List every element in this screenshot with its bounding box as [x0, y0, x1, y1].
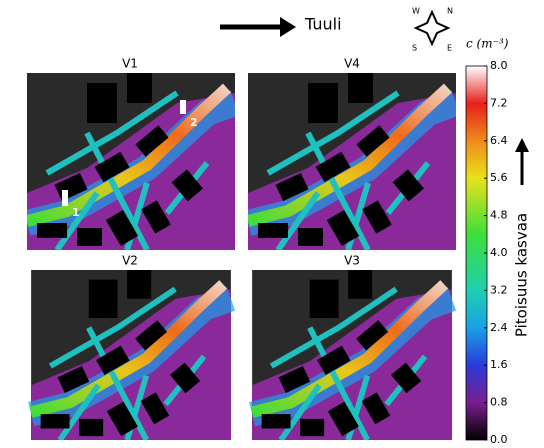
map-panel — [252, 270, 452, 440]
marker-label: 2 — [190, 116, 198, 129]
wind-label: Tuuli — [304, 15, 342, 34]
map-panel — [31, 270, 231, 440]
colorbar-title: c (m⁻³) — [466, 37, 509, 51]
panel-label: V1 — [122, 57, 138, 71]
colorbar-tick-label: 3.2 — [490, 283, 508, 296]
panel-label: V4 — [344, 57, 360, 71]
axis-arrow-head — [515, 138, 529, 152]
colorbar-tick-label: 0.8 — [490, 396, 508, 409]
colorbar-tick-label: 8.0 — [490, 59, 508, 72]
colorbar-tick-label: 4.0 — [490, 246, 508, 259]
colorbar-tick-label: 5.6 — [490, 171, 508, 184]
marker-line — [180, 100, 186, 114]
colorbar-tick-label: 0.0 — [490, 433, 508, 446]
colorbar-axis-label: Pitoisuus kasvaa — [513, 213, 531, 337]
colorbar-tick-label: 7.2 — [490, 96, 508, 109]
compass-n: N — [447, 7, 453, 16]
colorbar — [465, 65, 488, 441]
wind-arrow-head — [280, 17, 296, 37]
compass-e: E — [447, 44, 452, 53]
compass-s: S — [412, 44, 417, 53]
marker-line — [62, 190, 68, 206]
map-panel — [248, 73, 456, 250]
colorbar-tick-label: 1.6 — [490, 358, 508, 371]
colorbar-tick-label: 4.8 — [490, 209, 508, 222]
panel-label: V2 — [122, 254, 138, 268]
compass-w: W — [412, 7, 420, 16]
marker-label: 1 — [72, 206, 80, 219]
map-panel — [27, 73, 235, 250]
colorbar-tick-label: 2.4 — [490, 321, 508, 334]
compass: N E S W — [412, 7, 453, 53]
panel-label: V3 — [344, 254, 360, 268]
colorbar-tick-label: 6.4 — [490, 134, 508, 147]
compass-star — [413, 9, 451, 47]
